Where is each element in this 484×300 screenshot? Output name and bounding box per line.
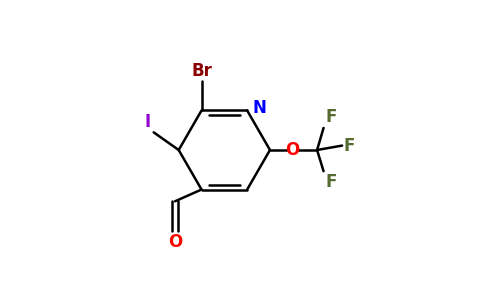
Text: N: N bbox=[253, 99, 266, 117]
Text: Br: Br bbox=[191, 61, 212, 80]
Text: F: F bbox=[325, 108, 336, 126]
Text: I: I bbox=[144, 113, 150, 131]
Text: O: O bbox=[285, 141, 299, 159]
Text: O: O bbox=[168, 233, 182, 251]
Text: F: F bbox=[325, 173, 336, 191]
Text: F: F bbox=[344, 136, 355, 154]
